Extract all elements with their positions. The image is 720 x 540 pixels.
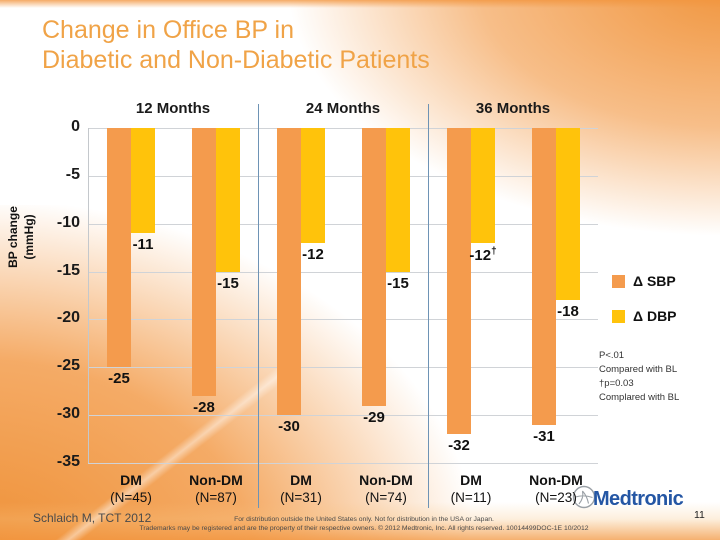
legend-item-dbp: Δ DBP	[612, 308, 677, 324]
significance-note-line1: P<.01	[599, 350, 625, 361]
dbp-bar	[131, 128, 155, 234]
category-name: Non-DM	[359, 472, 413, 488]
dbp-bar	[301, 128, 325, 243]
group-separator	[428, 104, 429, 508]
category-label: Non-DM (N=23)	[510, 471, 602, 506]
dbp-color-swatch	[612, 309, 625, 323]
slide-title-line1: Change in Office BP in	[42, 16, 295, 44]
group-header: 12 Months	[135, 100, 211, 117]
dbp-value-label: -15	[387, 274, 409, 292]
gridline	[88, 175, 598, 177]
legend-label-sbp: Δ SBP	[633, 273, 676, 289]
sbp-value-label: -30	[278, 418, 300, 436]
y-tick-label: -20	[56, 309, 80, 327]
dbp-bar	[216, 128, 240, 272]
category-n: (N=23)	[535, 490, 577, 505]
gridline	[88, 415, 598, 417]
dbp-value-label: -15	[217, 274, 239, 292]
legal-fine-print-line1: For distribution outside the United Stat…	[234, 516, 494, 523]
sbp-bar	[192, 128, 216, 396]
legal-fine-print: For distribution outside the United Stat…	[85, 515, 643, 533]
category-name: DM	[290, 472, 312, 488]
category-label: DM (N=31)	[255, 471, 347, 506]
significance-note-line2: Compared with BL	[599, 364, 678, 375]
gridline	[88, 319, 598, 321]
dbp-bar	[386, 128, 410, 272]
category-n: (N=11)	[450, 490, 492, 505]
y-tick-label: 0	[71, 118, 80, 135]
group-separator	[258, 104, 259, 508]
sbp-value-label: -28	[193, 399, 215, 416]
dbp-value-label: -12	[302, 245, 324, 263]
legend-item-sbp: Δ SBP	[612, 273, 677, 289]
y-tick-label: -15	[56, 261, 80, 279]
y-tick-label: -5	[65, 165, 80, 183]
category-n: (N=45)	[110, 490, 152, 505]
dbp-bar	[471, 128, 495, 243]
gridline	[88, 271, 598, 273]
sbp-value-label: -25	[108, 370, 130, 388]
page-number: 11	[694, 509, 705, 521]
y-tick-label: -35	[56, 453, 80, 470]
group-header: 36 Months	[475, 100, 551, 117]
y-tick-label: -25	[56, 357, 80, 375]
significance-note-line4: Complared with BL	[599, 392, 680, 403]
category-name: Non-DM	[189, 472, 243, 488]
dbp-value-label: -11	[132, 236, 154, 254]
group-header: 24 Months	[305, 100, 381, 117]
sbp-value-label: -29	[363, 408, 385, 426]
category-label: Non-DM (N=74)	[340, 471, 432, 506]
sbp-bar	[447, 128, 471, 435]
legal-fine-print-line2: Trademarks may be registered and are the…	[139, 525, 589, 532]
y-tick-label: -30	[56, 405, 80, 423]
gridline	[88, 223, 598, 225]
dbp-value-label: -12†	[469, 245, 497, 264]
sbp-bar	[277, 128, 301, 416]
category-n: (N=31)	[280, 490, 322, 505]
category-label: Non-DM (N=87)	[170, 471, 262, 506]
category-n: (N=74)	[365, 490, 407, 505]
y-axis-line	[88, 128, 89, 463]
slide-title: Change in Office BP in Diabetic and Non-…	[42, 15, 662, 75]
significance-note: P<.01 Compared with BL †p=0.03 Complared…	[599, 349, 717, 405]
category-name: DM	[120, 472, 142, 488]
category-name: Non-DM	[529, 472, 583, 488]
gridline	[88, 463, 598, 464]
sbp-value-label: -32	[448, 437, 470, 455]
slide-title-line2: Diabetic and Non-Diabetic Patients	[42, 46, 430, 74]
sbp-bar	[532, 128, 556, 425]
sbp-value-label: -31	[533, 427, 555, 445]
gridline	[88, 367, 598, 369]
category-label: DM (N=45)	[85, 471, 177, 506]
chart-legend: Δ SBP Δ DBP	[612, 273, 677, 343]
sbp-color-swatch	[612, 274, 625, 288]
dbp-value-label: -18	[557, 303, 579, 321]
category-label: DM (N=11)	[425, 471, 517, 506]
significance-note-line3: †p=0.03	[599, 378, 634, 389]
dagger-note: †	[491, 245, 497, 257]
gridline	[88, 128, 598, 129]
category-name: DM	[460, 472, 482, 488]
y-tick-label: -10	[56, 213, 80, 231]
sbp-bar	[362, 128, 386, 406]
dbp-bar	[556, 128, 580, 301]
legend-label-dbp: Δ DBP	[633, 308, 677, 324]
category-n: (N=87)	[195, 490, 237, 505]
